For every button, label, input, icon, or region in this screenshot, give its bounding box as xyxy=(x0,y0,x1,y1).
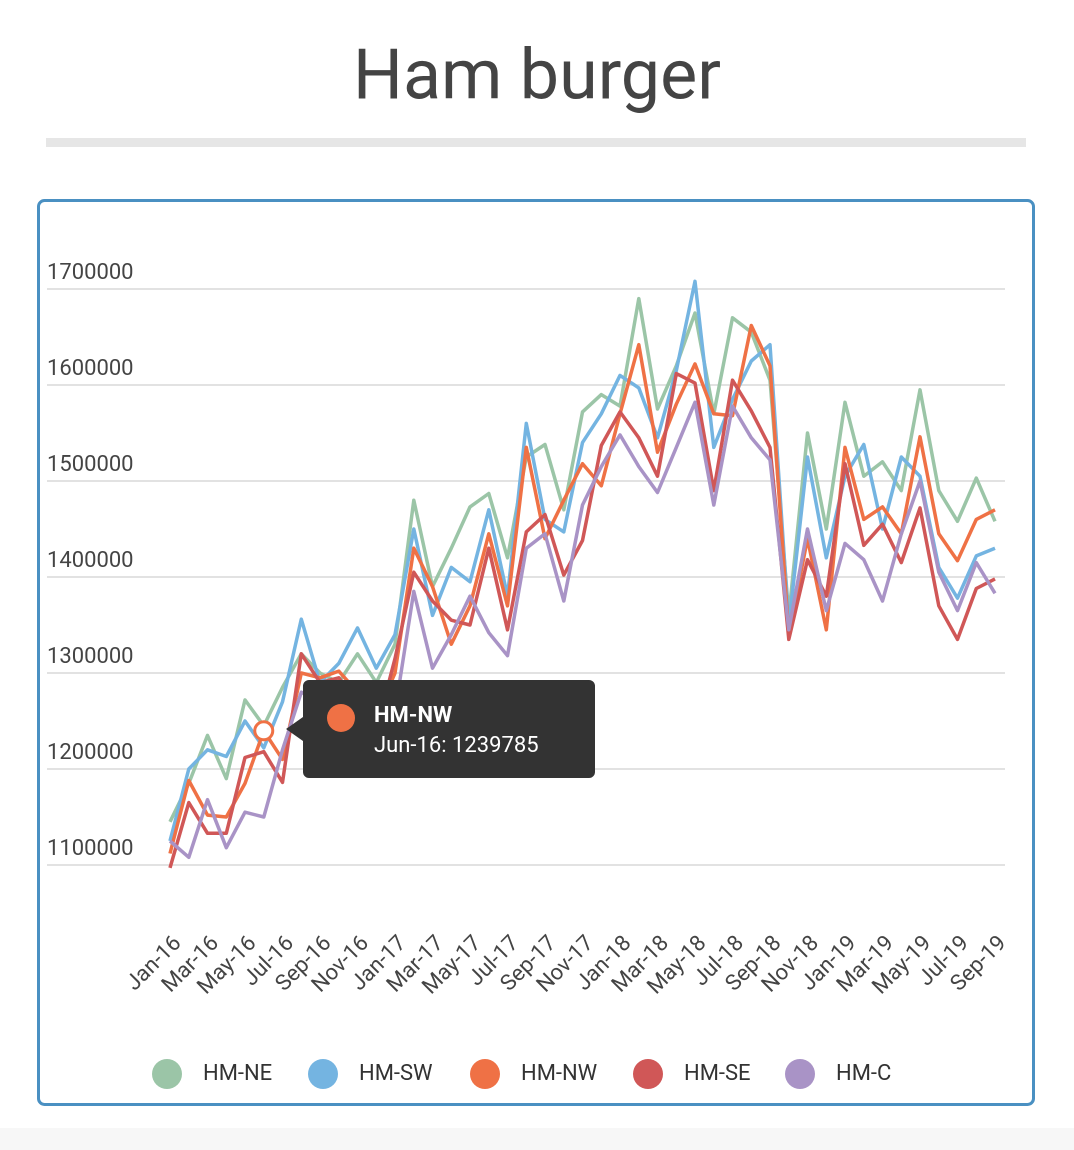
y-tick-label: 1300000 xyxy=(47,644,134,669)
tooltip-swatch xyxy=(327,704,355,732)
y-tick-label: 1700000 xyxy=(47,260,134,285)
page-title: Ham burger xyxy=(353,34,721,116)
tooltip-separator: : xyxy=(441,733,452,758)
legend-swatch xyxy=(152,1059,182,1089)
legend-swatch xyxy=(785,1059,815,1089)
title-underline xyxy=(46,138,1026,147)
legend-label: HM-SW xyxy=(359,1061,433,1086)
legend-item[interactable]: HM-NW xyxy=(470,1059,598,1089)
legend-label: HM-C xyxy=(836,1061,891,1086)
chart-card xyxy=(37,199,1035,1106)
legend-swatch xyxy=(633,1059,663,1089)
tooltip-category: Jun-16 xyxy=(374,733,441,758)
series-line xyxy=(168,323,996,854)
tooltip-series: HM-NW xyxy=(374,703,452,728)
series-line xyxy=(168,279,996,842)
y-tick-label: 1400000 xyxy=(47,548,134,573)
y-tick-label: 1200000 xyxy=(47,740,134,765)
footer-strip xyxy=(0,1128,1074,1150)
y-tick-label: 1100000 xyxy=(47,836,134,861)
tooltip-value: Jun-16: 1239785 xyxy=(374,733,539,758)
legend-swatch xyxy=(470,1059,500,1089)
series-line xyxy=(168,371,996,869)
hover-point xyxy=(253,720,275,742)
legend-item[interactable]: HM-SE xyxy=(633,1059,751,1089)
legend-label: HM-SE xyxy=(684,1061,751,1086)
legend-label: HM-NW xyxy=(521,1061,598,1086)
tooltip: HM-NW Jun-16: 1239785 xyxy=(286,680,595,778)
tooltip-number: 1239785 xyxy=(452,733,539,758)
legend-label: HM-NE xyxy=(203,1061,272,1086)
legend-item[interactable]: HM-SW xyxy=(308,1059,433,1089)
legend: HM-NE HM-SW HM-NW HM-SE HM-C xyxy=(152,1059,891,1089)
y-tick-label: 1500000 xyxy=(47,452,134,477)
legend-item[interactable]: HM-NE xyxy=(152,1059,272,1089)
tooltip-box xyxy=(286,680,595,778)
legend-item[interactable]: HM-C xyxy=(785,1059,891,1089)
y-tick-label: 1600000 xyxy=(47,356,134,381)
legend-swatch xyxy=(308,1059,338,1089)
